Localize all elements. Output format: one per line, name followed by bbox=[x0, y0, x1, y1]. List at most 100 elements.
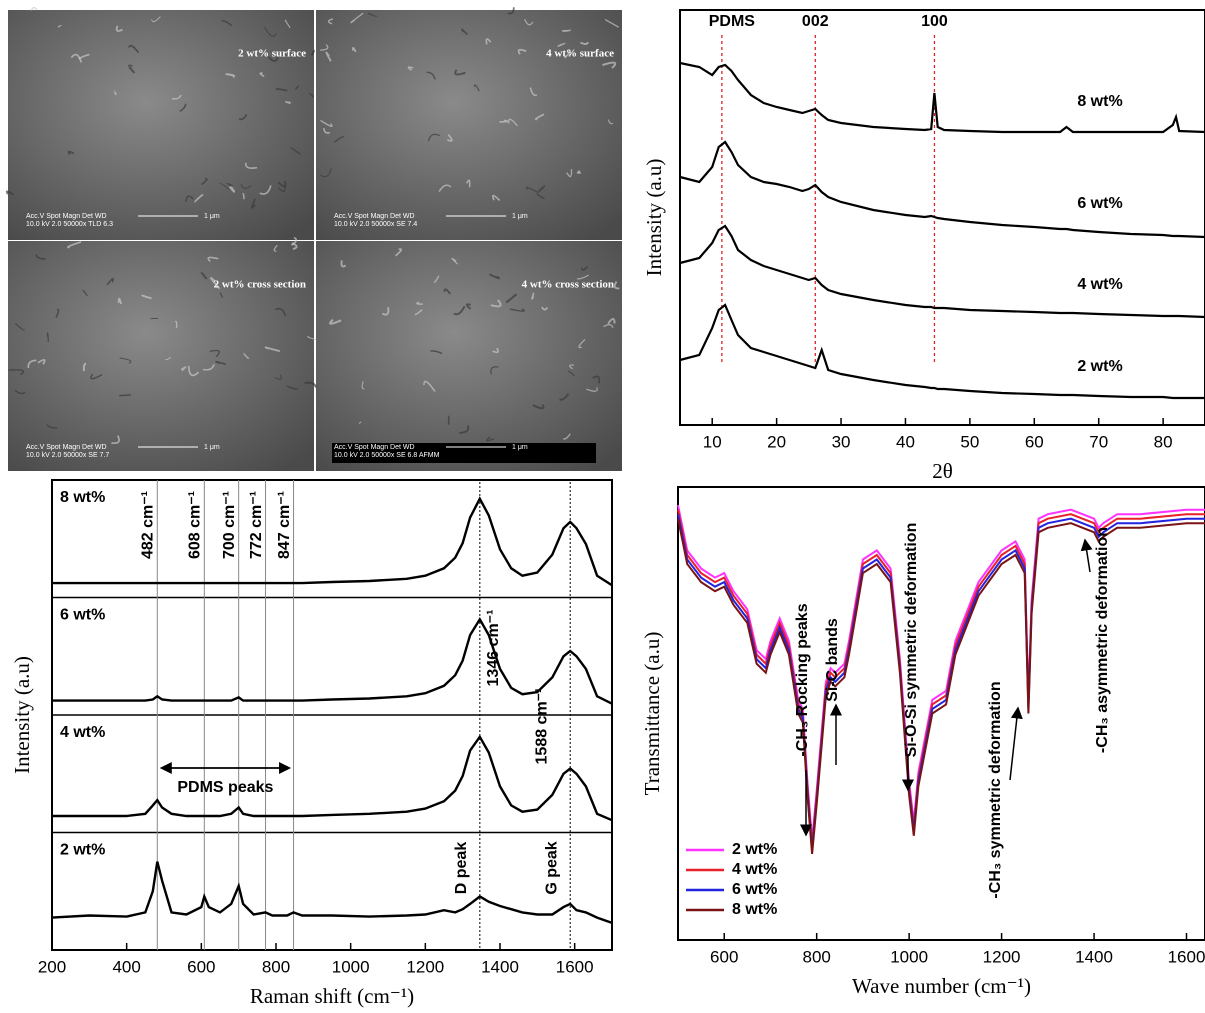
sem-texture bbox=[259, 72, 265, 78]
annotation: -CH₃ symmetric deformation bbox=[987, 681, 1004, 898]
x-tick-label: 1000 bbox=[332, 957, 370, 976]
x-tick-label: 70 bbox=[1089, 432, 1108, 451]
sem-texture bbox=[499, 119, 509, 123]
sem-info-bar bbox=[332, 443, 596, 463]
sem-scale: 1 μm bbox=[512, 444, 528, 451]
sem-image bbox=[8, 10, 314, 240]
sem-texture bbox=[459, 425, 470, 434]
sem-texture bbox=[226, 182, 233, 187]
sem-texture bbox=[395, 248, 403, 257]
annotation: Si-C bands bbox=[824, 618, 841, 702]
sem-texture bbox=[490, 299, 502, 308]
sem-texture bbox=[273, 244, 278, 252]
sem-texture bbox=[524, 18, 534, 26]
sem-texture bbox=[304, 381, 318, 388]
x-tick-label: 400 bbox=[112, 957, 140, 976]
sem-label: 4 wt% surface bbox=[546, 48, 614, 60]
x-tick-label: 1400 bbox=[1075, 947, 1113, 966]
sem-texture bbox=[202, 363, 215, 371]
sem-texture bbox=[541, 306, 548, 311]
sem-texture bbox=[562, 29, 571, 32]
sem-texture bbox=[340, 260, 347, 268]
sem-texture bbox=[70, 53, 83, 63]
x-axis-label: Wave number (cm⁻¹) bbox=[852, 974, 1031, 998]
sem-texture bbox=[286, 385, 298, 390]
ftir-curve bbox=[677, 514, 1205, 850]
x-tick-label: 1400 bbox=[481, 957, 519, 976]
sem-texture bbox=[14, 323, 25, 331]
sem-texture bbox=[350, 12, 364, 24]
sem-texture bbox=[451, 257, 459, 265]
sem-texture bbox=[180, 366, 187, 372]
sem-texture bbox=[119, 357, 132, 364]
legend-label: 2 wt% bbox=[732, 841, 777, 858]
sem-texture bbox=[291, 236, 298, 246]
sem-texture bbox=[492, 194, 501, 202]
sem-texture bbox=[465, 179, 471, 188]
x-tick-label: 1600 bbox=[556, 957, 594, 976]
sem-texture bbox=[433, 275, 440, 283]
sem-texture bbox=[613, 280, 620, 290]
sem-texture bbox=[151, 16, 161, 23]
sem-texture bbox=[57, 24, 62, 28]
sem-texture bbox=[489, 273, 501, 280]
annotation-arrow bbox=[1080, 538, 1093, 573]
x-tick-label: 800 bbox=[262, 957, 290, 976]
x-tick-label: 800 bbox=[802, 947, 830, 966]
sem-texture bbox=[174, 320, 178, 328]
sem-texture bbox=[46, 424, 58, 429]
x-tick-label: 50 bbox=[960, 432, 979, 451]
sem-texture bbox=[320, 44, 329, 51]
y-axis-label: Intensity (a.u) bbox=[10, 656, 34, 774]
xrd-curve bbox=[679, 61, 1205, 134]
x-tick-label: 60 bbox=[1025, 432, 1044, 451]
sem-texture bbox=[534, 113, 545, 121]
y-axis-label: Transmittance (a.u) bbox=[640, 632, 664, 796]
sem-texture bbox=[557, 42, 566, 47]
sem-texture bbox=[367, 12, 378, 17]
x-tick-label: 20 bbox=[767, 432, 786, 451]
x-tick-label: 200 bbox=[38, 957, 66, 976]
sem-texture bbox=[537, 185, 546, 193]
sem-texture bbox=[509, 308, 525, 312]
sem-texture bbox=[580, 41, 589, 45]
sem-texture bbox=[8, 369, 25, 376]
sem-texture bbox=[603, 323, 614, 329]
sem-scale: 1 μm bbox=[512, 213, 528, 220]
sem-label: 2 wt% cross section bbox=[214, 279, 306, 291]
sem-texture bbox=[210, 277, 221, 290]
sem-texture bbox=[250, 198, 257, 209]
sem-texture bbox=[586, 387, 598, 392]
series-label: 6 wt% bbox=[1077, 195, 1122, 212]
sem-texture bbox=[320, 168, 332, 178]
sem-texture bbox=[532, 404, 545, 410]
sem-texture bbox=[329, 318, 342, 325]
sem-texture bbox=[5, 190, 14, 196]
raman-curve bbox=[52, 496, 613, 587]
plot-frame bbox=[679, 9, 1205, 426]
xrd-curve bbox=[679, 140, 1205, 239]
sem-texture bbox=[505, 293, 517, 304]
annotation: -CH₃ Rocking peaks bbox=[794, 603, 811, 756]
sem-texture bbox=[566, 169, 573, 178]
sem-texture bbox=[55, 308, 60, 318]
sem-texture bbox=[333, 136, 345, 143]
sem-texture bbox=[215, 360, 227, 366]
sem-texture bbox=[228, 186, 236, 193]
sem-texture bbox=[264, 346, 281, 353]
sem-texture bbox=[529, 87, 538, 97]
x-tick-label: 1200 bbox=[406, 957, 444, 976]
reference-label: 1588 cm⁻¹ bbox=[533, 688, 550, 765]
annotation: PDMS peaks bbox=[177, 779, 273, 796]
sem-image bbox=[316, 10, 622, 240]
series-label: 4 wt% bbox=[1077, 276, 1122, 293]
sem-texture bbox=[465, 303, 472, 310]
sem-texture bbox=[517, 48, 527, 55]
raman-curve bbox=[52, 734, 613, 822]
sem-texture bbox=[461, 28, 468, 35]
sem-texture bbox=[37, 359, 46, 365]
sem-scale: 1 μm bbox=[204, 213, 220, 220]
sem-texture bbox=[82, 289, 88, 297]
sem-label: 4 wt% cross section bbox=[522, 279, 614, 291]
